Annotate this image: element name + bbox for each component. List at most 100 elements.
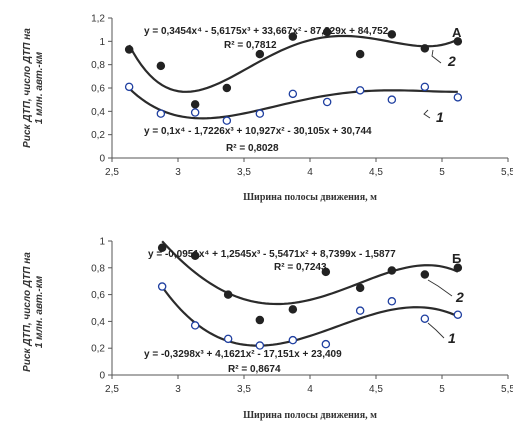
data-point	[288, 32, 298, 41]
x-tick-label: 2,5	[105, 384, 119, 395]
series-1: y = 0,1x⁴ - 1,7226x³ + 10,927x² - 30,105…	[124, 82, 463, 154]
r-squared-label: R² = 0,8028	[226, 143, 279, 154]
x-tick-label: 3,5	[237, 167, 251, 178]
data-point	[190, 251, 200, 260]
series-leader-line	[423, 109, 431, 119]
data-point	[355, 283, 365, 293]
r-squared-label: R² = 0,8674	[228, 364, 281, 375]
data-point	[157, 282, 167, 291]
data-point	[322, 97, 332, 107]
data-point	[321, 267, 331, 277]
y-tick-label: 0,4	[91, 107, 105, 118]
x-tick-label: 4	[307, 384, 313, 395]
trend-line-2	[128, 34, 459, 93]
data-point	[156, 61, 166, 71]
data-point	[387, 266, 397, 275]
data-point	[355, 49, 365, 59]
y-tick-label: 1	[99, 37, 105, 48]
data-point	[288, 89, 298, 99]
x-axis-title: Ширина полосы движения, м	[243, 192, 377, 203]
x-tick-label: 5	[439, 384, 445, 395]
panel-letter: Б	[452, 251, 461, 266]
data-point	[453, 310, 463, 319]
data-point	[255, 49, 265, 59]
x-tick-label: 3	[175, 384, 181, 395]
data-point	[157, 243, 167, 252]
data-point	[355, 306, 365, 315]
x-tick-label: 4,5	[369, 384, 383, 395]
data-point	[453, 93, 463, 102]
data-point	[322, 27, 332, 37]
y-axis-title-line: 1 млн. авт.-км	[34, 275, 45, 348]
data-point	[190, 100, 200, 109]
data-point	[255, 315, 265, 325]
data-point	[255, 109, 265, 118]
y-tick-label: 0,8	[91, 60, 105, 71]
y-tick-label: 0	[99, 371, 105, 382]
y-tick-label: 0,6	[91, 84, 105, 95]
x-tick-label: 5,5	[501, 384, 513, 395]
x-tick-label: 3,5	[237, 384, 251, 395]
y-tick-label: 0,6	[91, 290, 105, 301]
data-point	[190, 108, 200, 117]
trend-line-1	[161, 286, 459, 347]
y-axis-title-line: Риск ДТП, число ДТП на	[22, 252, 33, 372]
data-point	[288, 335, 298, 345]
data-point	[288, 305, 298, 314]
series-2: y = -0,0951x⁴ + 1,2545x³ - 5,5471x² + 8,…	[148, 240, 464, 325]
series-leader-line	[427, 322, 445, 339]
y-tick-label: 0,8	[91, 263, 105, 274]
data-point	[321, 339, 331, 349]
y-tick-label: 0,2	[91, 130, 105, 141]
series-leader-line	[431, 49, 442, 64]
data-point	[453, 37, 463, 46]
data-point	[223, 290, 233, 299]
trend-line-1	[128, 87, 458, 120]
r-squared-label: R² = 0,7243	[274, 262, 327, 273]
series-number-label: 1	[436, 109, 444, 125]
trend-equation: y = -0,0951x⁴ + 1,2545x³ - 5,5471x² + 8,…	[148, 249, 396, 260]
series-number-label: 1	[448, 330, 456, 346]
data-point	[420, 314, 430, 323]
x-tick-label: 3	[175, 167, 181, 178]
r-squared-label: R² = 0,7812	[224, 40, 277, 51]
data-point	[222, 83, 232, 93]
data-point	[190, 321, 200, 330]
y-tick-label: 0	[99, 154, 105, 165]
x-tick-label: 4	[307, 167, 313, 178]
data-point	[453, 263, 463, 273]
data-point	[387, 30, 397, 39]
data-point	[255, 341, 265, 350]
x-tick-label: 5	[439, 167, 445, 178]
series-number-label: 2	[455, 289, 464, 305]
x-tick-label: 4,5	[369, 167, 383, 178]
x-tick-label: 5,5	[501, 167, 513, 178]
series-1: y = -0,3298x³ + 4,1621x² - 17,151x + 23,…	[144, 282, 463, 375]
data-point	[420, 270, 430, 279]
y-axis-title: Риск ДТП, число ДТП на1 млн. авт.-км	[22, 28, 45, 148]
x-tick-label: 2,5	[105, 167, 119, 178]
trend-equation: y = 0,1x⁴ - 1,7226x³ + 10,927x² - 30,105…	[144, 126, 372, 137]
panel-letter: А	[452, 25, 462, 40]
x-axis-title: Ширина полосы движения, м	[243, 410, 377, 421]
data-point	[387, 297, 397, 306]
data-point	[355, 86, 365, 95]
data-point	[156, 109, 166, 118]
data-point	[124, 82, 134, 92]
y-tick-label: 0,2	[91, 344, 105, 355]
y-tick-label: 0,4	[91, 317, 105, 328]
data-point	[420, 82, 430, 92]
y-tick-label: 1,2	[91, 14, 105, 25]
y-tick-label: 1	[99, 237, 105, 248]
series-leader-line	[427, 279, 453, 297]
data-point	[387, 95, 397, 104]
data-point	[420, 44, 430, 53]
data-point	[124, 45, 134, 54]
y-axis-title-line: Риск ДТП, число ДТП на	[22, 28, 33, 148]
trend-equation: y = -0,3298x³ + 4,1621x² - 17,151x + 23,…	[144, 349, 342, 360]
y-axis-title-line: 1 млн. авт.-км	[34, 51, 45, 124]
series-number-label: 2	[447, 53, 456, 69]
trend-line-2	[161, 240, 459, 306]
data-point	[223, 334, 233, 344]
